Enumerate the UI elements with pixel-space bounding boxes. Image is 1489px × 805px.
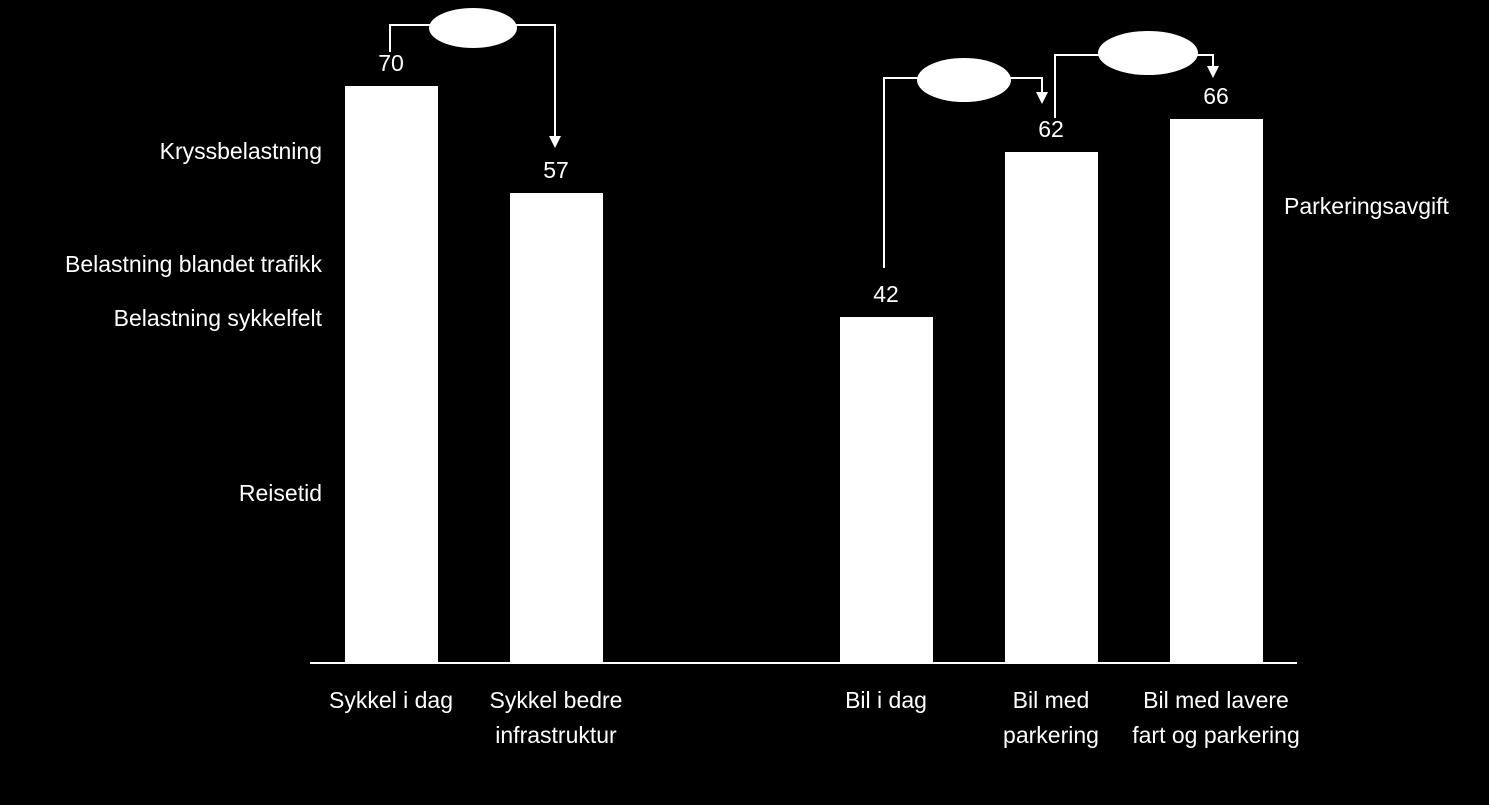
data-label: 57 [543, 157, 569, 184]
data-label: 42 [873, 280, 899, 307]
x-tick-label: Sykkel i dag [328, 687, 453, 713]
data-label: 62 [1038, 115, 1064, 142]
x-tick-label: Bil med parkering [1003, 687, 1099, 748]
bar [344, 85, 438, 663]
bar [1169, 118, 1263, 663]
annotation: Belastning blandet trafikk [65, 251, 322, 277]
annotation: Belastning sykkelfelt [113, 305, 322, 331]
annotation: Parkeringsavgift [1284, 193, 1449, 219]
x-tick-label: Sykkel bedre infrastruktur [489, 687, 623, 748]
data-label: 70 [378, 49, 404, 76]
annotation: Kryssbelastning [159, 138, 322, 164]
bar [1004, 151, 1098, 663]
data-label: 66 [1203, 82, 1229, 109]
bar [839, 316, 933, 663]
arrowhead [1207, 66, 1219, 78]
annotation: Reisetid [238, 480, 322, 506]
x-tick-label: Bil med lavere fart og parkering [1132, 687, 1300, 748]
bar [509, 193, 603, 663]
ellipse [917, 58, 1011, 102]
arrowhead [549, 136, 561, 148]
arrowhead [1036, 92, 1048, 104]
ellipse [429, 8, 517, 48]
x-tick-label: Bil i dag [845, 687, 927, 713]
ellipse [1098, 31, 1198, 75]
